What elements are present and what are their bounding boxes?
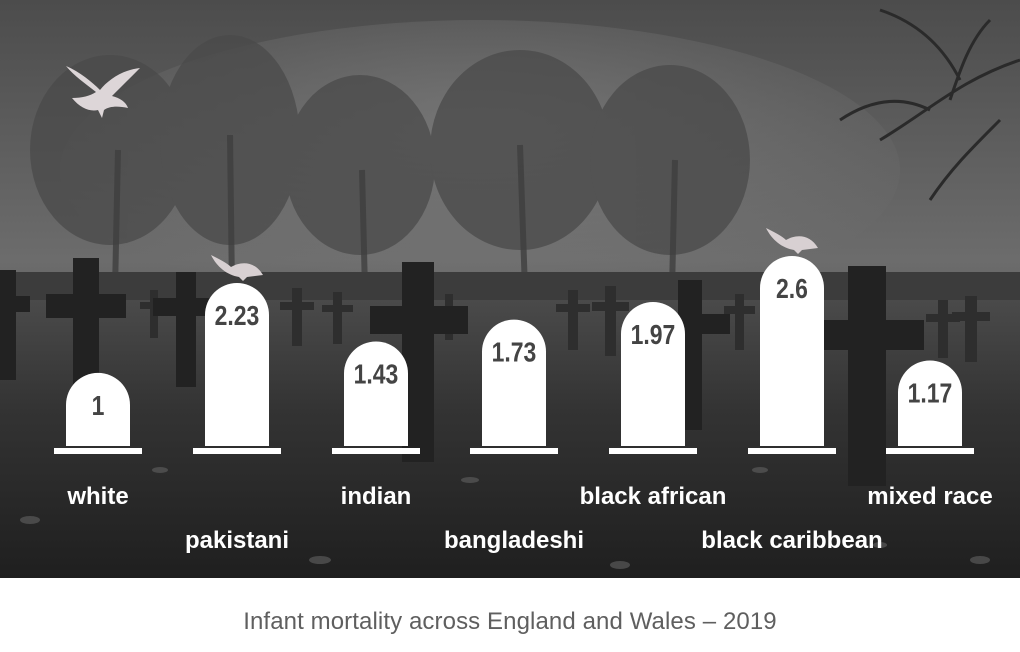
- tombstone-base: [332, 448, 420, 454]
- tombstone-base: [54, 448, 142, 454]
- chart-caption: Infant mortality across England and Wale…: [243, 608, 777, 635]
- tombstone-bar: [205, 283, 269, 446]
- value-label: 2.23: [215, 301, 260, 332]
- crow-icon: [211, 255, 263, 282]
- category-label: bangladeshi: [444, 527, 584, 554]
- category-label: indian: [341, 483, 412, 510]
- category-label: mixed race: [867, 483, 992, 510]
- crow-icon: [766, 228, 818, 254]
- scattered-leaves: [20, 467, 990, 569]
- tombstone-base: [609, 448, 697, 454]
- dove-icon: [66, 66, 140, 118]
- tombstone-base: [470, 448, 558, 454]
- category-label: white: [66, 483, 128, 510]
- birds: [211, 228, 818, 282]
- category-label: black african: [580, 483, 727, 510]
- tree-trunks: [112, 134, 678, 291]
- bare-tree-branches: [839, 8, 1020, 201]
- tombstone-bar: [482, 319, 546, 446]
- tombstone-base: [886, 448, 974, 454]
- category-label: black caribbean: [701, 527, 882, 554]
- value-label: 1.97: [631, 320, 676, 351]
- tombstone-bar: [898, 360, 962, 446]
- value-label: 1.73: [492, 338, 537, 369]
- tombstone-bar: [760, 256, 824, 446]
- category-labels: white pakistani indian bangladeshi black afr…: [66, 483, 992, 554]
- tombstone-base: [748, 448, 836, 454]
- dark-crosses: [0, 258, 924, 486]
- value-label: 2.6: [776, 274, 808, 305]
- value-label: 1.17: [908, 378, 953, 409]
- tombstone-bar: [344, 341, 408, 446]
- tombstone-base: [193, 448, 281, 454]
- value-label: 1: [92, 391, 105, 422]
- cemetery-chart: 1 2.23 1.43 1.73 1.97 2.6 1.17 white pakistani i…: [0, 0, 1020, 578]
- tombstone-bar: [621, 302, 685, 446]
- tombstones: 1 2.23 1.43 1.73 1.97 2.6 1.17: [54, 256, 974, 454]
- category-label: pakistani: [185, 527, 289, 554]
- value-label: 1.43: [354, 359, 399, 390]
- tombstone-bar: [66, 372, 130, 446]
